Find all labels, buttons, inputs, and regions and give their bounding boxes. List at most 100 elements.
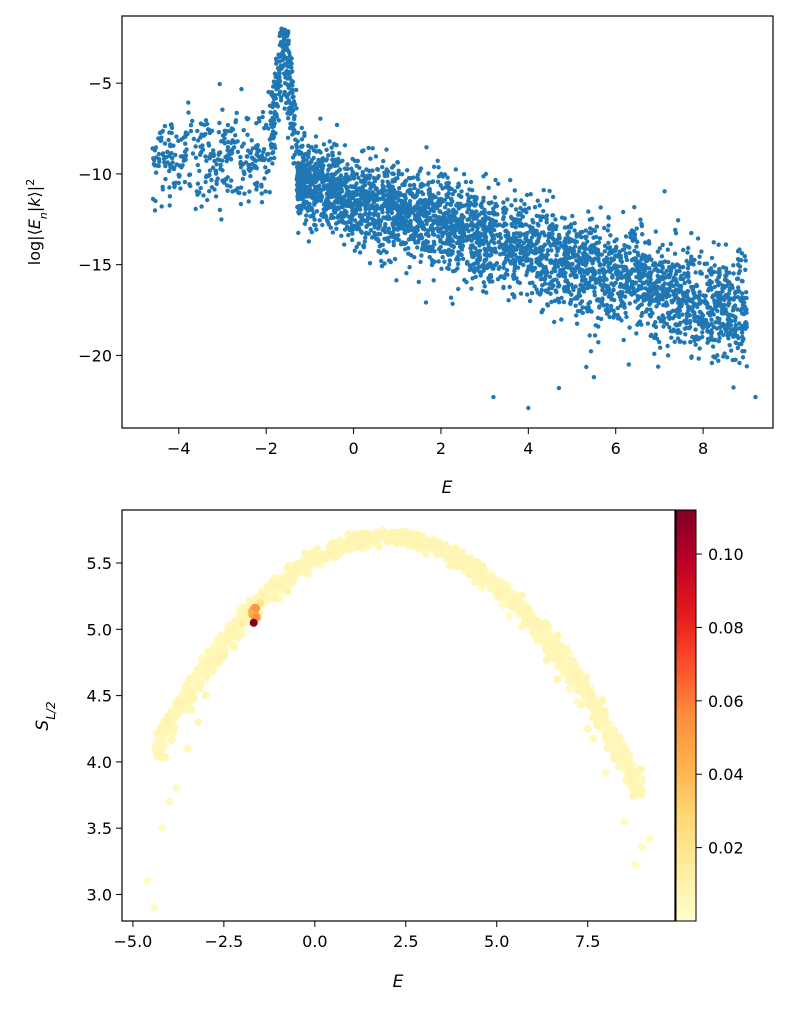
data-point [391,243,396,248]
data-point [504,254,510,259]
data-point [686,245,691,251]
data-point [342,227,348,232]
data-point [525,292,530,297]
data-point [436,234,441,239]
data-point [266,126,271,131]
data-point [602,249,607,254]
data-point [370,146,375,151]
data-point [223,177,228,182]
data-point [390,194,396,199]
data-point [285,135,291,140]
data-point [735,276,741,281]
data-point [430,202,435,207]
data-point [721,332,726,338]
data-point [621,209,626,215]
data-point [375,237,381,242]
data-point [521,245,527,250]
data-point [355,221,360,226]
data-point [596,258,601,264]
data-point [689,305,695,310]
data-point [407,183,413,188]
data-point [686,274,691,279]
data-point [161,156,167,162]
data-point [524,232,529,238]
data-point [166,137,171,143]
data-point [670,263,676,269]
data-point [437,202,442,207]
data-point [504,268,510,273]
data-point [584,282,589,287]
data-point [684,321,689,326]
data-point [439,266,444,271]
data-point [604,302,610,308]
data-point [390,171,395,176]
data-point [268,110,273,115]
data-point [313,188,319,194]
data-point [685,250,690,255]
data-point [562,242,568,247]
data-point [386,258,392,263]
data-point [621,337,626,343]
data-point [282,41,287,47]
data-point [320,213,325,219]
data-point [299,184,305,190]
data-point [569,237,574,243]
data-point [292,102,298,107]
data-point [657,246,663,251]
data-point [459,219,465,225]
data-point [368,156,373,161]
data-point [339,233,344,238]
data-point [259,153,265,158]
data-point [416,218,422,224]
data-point [742,304,748,309]
data-point [632,248,637,254]
data-point [647,280,653,285]
data-point [296,162,301,167]
data-point [532,228,537,233]
data-point [363,207,368,212]
data-point [406,211,411,216]
data-point [493,219,499,224]
data-point [711,240,716,245]
data-point [477,231,482,236]
x-tick-label: 4 [523,439,533,458]
data-point [597,279,602,285]
data-point [642,269,647,274]
data-point [547,225,552,230]
data-point [203,154,208,159]
data-point [627,245,632,250]
data-point [321,179,326,185]
data-point [439,221,445,226]
data-point [722,351,727,356]
data-point [597,304,602,309]
data-point [667,293,672,298]
data-point [400,223,406,228]
data-point [555,248,560,254]
data-point [327,139,332,144]
data-point [619,318,624,323]
data-point [206,173,211,179]
data-point [622,305,627,310]
data-point [709,360,715,366]
data-point [614,253,619,259]
data-point [326,199,331,204]
data-point [431,208,436,214]
data-point [739,298,744,304]
data-point [349,215,355,220]
data-point [274,56,279,61]
data-point [709,334,714,339]
data-point [220,168,225,173]
data-point [504,244,509,249]
data-point [501,210,506,215]
data-point [648,273,653,278]
data-point [733,291,738,296]
data-point [692,310,697,315]
data-point [618,303,624,308]
data-point [290,155,296,160]
data-point [260,114,265,120]
data-point [264,122,269,128]
data-point [513,246,519,251]
data-point [469,220,474,225]
data-point [538,254,543,259]
data-point [289,65,294,70]
